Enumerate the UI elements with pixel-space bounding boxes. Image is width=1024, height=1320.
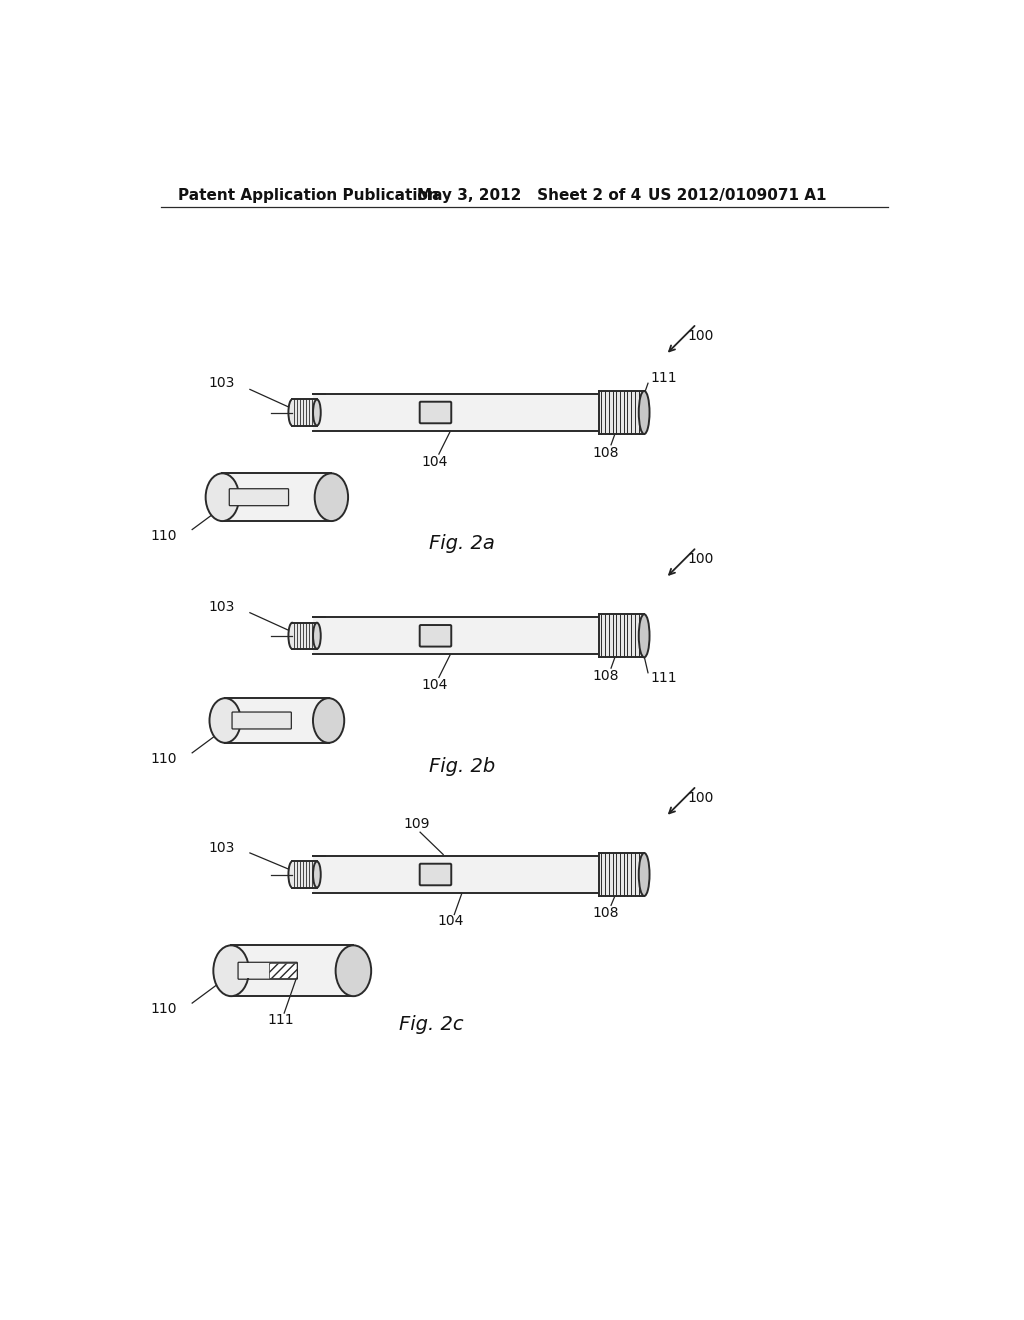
Ellipse shape — [213, 945, 249, 997]
Text: US 2012/0109071 A1: US 2012/0109071 A1 — [648, 187, 826, 203]
Ellipse shape — [289, 623, 296, 649]
Text: 108: 108 — [593, 906, 618, 920]
Bar — [225, 698, 329, 743]
Ellipse shape — [313, 862, 321, 887]
Bar — [313, 618, 644, 655]
Ellipse shape — [336, 945, 371, 997]
Text: 111: 111 — [650, 371, 677, 385]
Text: 108: 108 — [593, 669, 618, 682]
FancyBboxPatch shape — [229, 488, 289, 506]
Text: 100: 100 — [687, 329, 714, 342]
Ellipse shape — [313, 623, 321, 649]
Ellipse shape — [210, 698, 241, 743]
Ellipse shape — [639, 391, 649, 434]
Bar — [292, 862, 316, 887]
Text: Fig. 2a: Fig. 2a — [429, 533, 495, 553]
Bar — [222, 474, 332, 521]
Bar — [292, 623, 316, 649]
Text: 111: 111 — [650, 671, 677, 685]
Ellipse shape — [289, 400, 296, 425]
Bar — [313, 393, 644, 430]
FancyBboxPatch shape — [420, 626, 452, 647]
Text: Patent Application Publication: Patent Application Publication — [178, 187, 439, 203]
Ellipse shape — [639, 614, 649, 657]
Ellipse shape — [313, 698, 344, 743]
FancyBboxPatch shape — [420, 401, 452, 424]
Bar — [269, 964, 297, 978]
Text: 100: 100 — [687, 791, 714, 804]
Text: Fig. 2b: Fig. 2b — [428, 758, 495, 776]
Ellipse shape — [289, 862, 296, 887]
Text: 108: 108 — [593, 446, 618, 459]
Bar — [599, 391, 644, 434]
Bar — [313, 857, 644, 892]
Text: 109: 109 — [403, 817, 429, 832]
Bar — [292, 400, 316, 425]
Text: 111: 111 — [267, 1012, 294, 1027]
Text: May 3, 2012   Sheet 2 of 4: May 3, 2012 Sheet 2 of 4 — [417, 187, 641, 203]
Text: 100: 100 — [687, 552, 714, 566]
FancyBboxPatch shape — [420, 863, 452, 886]
Text: 110: 110 — [151, 752, 177, 766]
Text: 104: 104 — [422, 455, 449, 469]
Text: 110: 110 — [151, 1002, 177, 1016]
Bar — [239, 964, 269, 978]
Bar — [599, 614, 644, 657]
Text: 103: 103 — [208, 599, 234, 614]
Ellipse shape — [206, 474, 239, 521]
Ellipse shape — [314, 474, 348, 521]
Text: 104: 104 — [422, 678, 449, 692]
Text: 104: 104 — [437, 915, 464, 928]
Bar — [231, 945, 353, 997]
Bar — [599, 853, 644, 896]
Ellipse shape — [639, 853, 649, 896]
Ellipse shape — [313, 400, 321, 425]
Text: 103: 103 — [208, 841, 234, 854]
Text: 103: 103 — [208, 376, 234, 391]
FancyBboxPatch shape — [232, 711, 292, 729]
Text: Fig. 2c: Fig. 2c — [398, 1015, 463, 1034]
Text: 110: 110 — [151, 529, 177, 543]
